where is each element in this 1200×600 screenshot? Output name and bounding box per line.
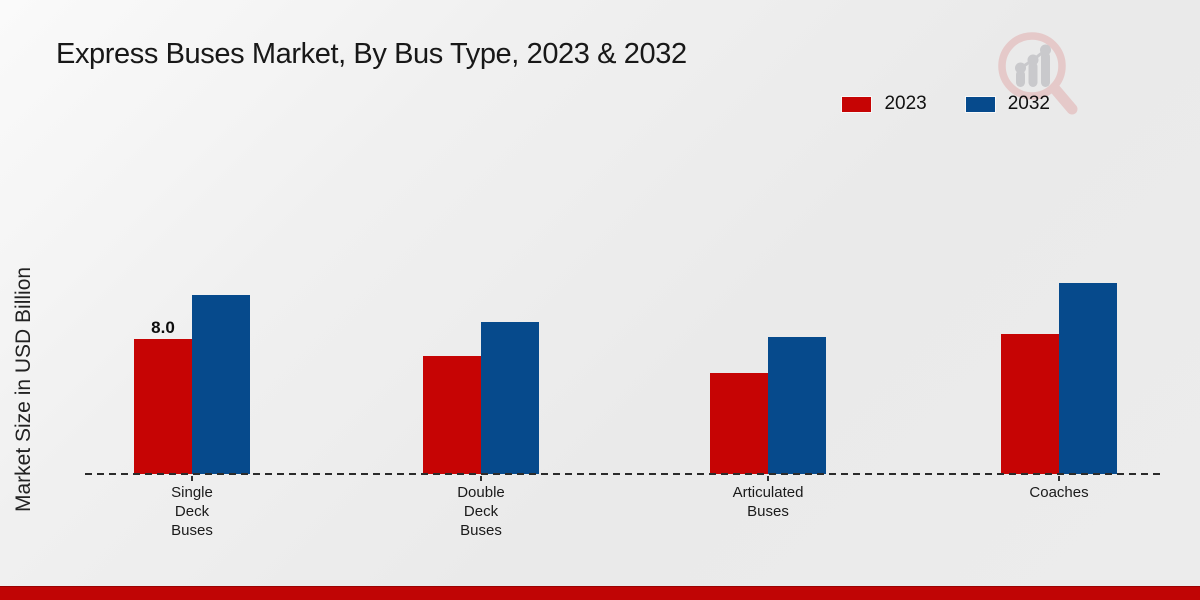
x-axis-tick: [767, 476, 769, 481]
legend-item-2032: 2032: [964, 93, 1050, 115]
x-axis-category-label: Coaches: [1029, 484, 1089, 501]
bar-2023-single-deck-buses: [134, 339, 192, 474]
legend-swatch-icon: [841, 95, 873, 113]
chart-legend: 2023 2032: [841, 93, 1050, 115]
legend-label: 2032: [1007, 93, 1050, 114]
bar-2032-coaches: [1059, 283, 1117, 474]
brand-watermark-icon: [998, 32, 1078, 115]
x-axis-tick: [1058, 476, 1060, 481]
bar-value-label: 8.0: [151, 318, 175, 337]
legend-item-2023: 2023: [841, 93, 927, 115]
footer-accent-bar: [0, 586, 1200, 600]
x-axis-tick: [191, 476, 193, 481]
bar-2023-coaches: [1001, 333, 1059, 474]
x-axis-line: [85, 473, 1163, 475]
bar-2032-single-deck-buses: [192, 295, 250, 474]
legend-swatch-icon: [964, 95, 996, 113]
bar-2032-double-deck-buses: [481, 322, 539, 474]
bar-2023-double-deck-buses: [423, 355, 481, 474]
x-axis-category-label: Articulated Buses: [732, 484, 804, 520]
x-axis-category-label: Single Deck Buses: [171, 484, 213, 539]
x-axis-tick: [480, 476, 482, 481]
legend-label: 2023: [884, 93, 927, 114]
bar-2032-articulated-buses: [768, 337, 826, 474]
x-axis-category-label: Double Deck Buses: [457, 484, 505, 539]
chart-title: Express Buses Market, By Bus Type, 2023 …: [56, 38, 687, 70]
bar-2023-articulated-buses: [710, 372, 768, 474]
